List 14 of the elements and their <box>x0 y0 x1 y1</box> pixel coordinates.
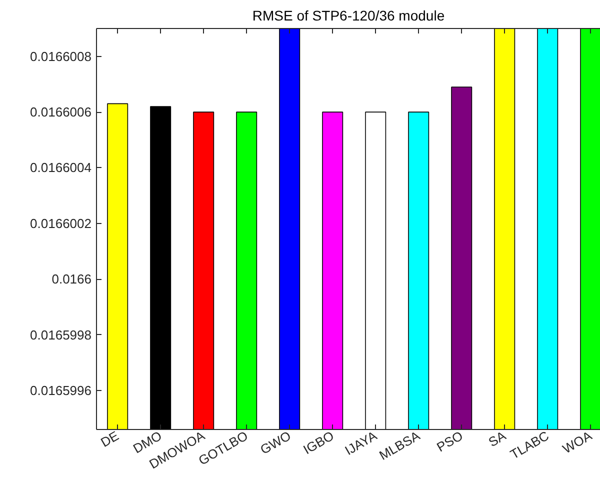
y-tick-label: 0.0166004 <box>30 160 92 176</box>
y-tick-label: 0.0166002 <box>30 216 92 231</box>
x-tick-label: DE <box>98 428 122 450</box>
y-tick-label: 0.0165996 <box>30 383 92 398</box>
y-tick-label: 0.0166 <box>52 272 92 287</box>
chart-title: RMSE of STP6-120/36 module <box>252 8 445 24</box>
y-tick-label: 0.0166008 <box>30 48 92 64</box>
y-tick-label: 0.0165998 <box>30 327 92 342</box>
x-tick-label: GWO <box>258 428 294 458</box>
x-tick-label: PSO <box>434 428 466 455</box>
x-tick-label: WOA <box>560 428 595 457</box>
x-tick-label: IGBO <box>300 428 336 458</box>
x-tick-label: SA <box>486 428 509 450</box>
y-tick-label: 0.0166006 <box>30 104 92 120</box>
